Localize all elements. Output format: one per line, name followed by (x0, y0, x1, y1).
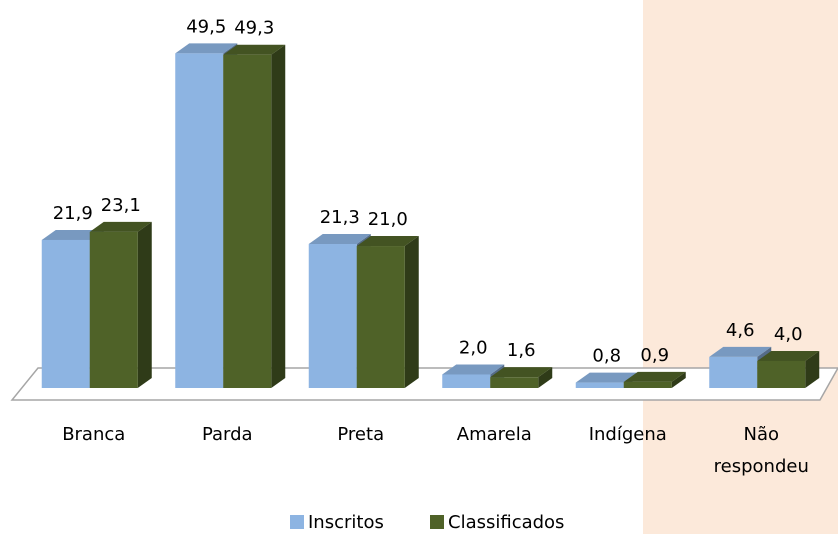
bar-front (709, 356, 758, 388)
x-tick-label: Indígena (589, 424, 667, 445)
data-label: 21,3 (320, 207, 360, 228)
bar (223, 44, 286, 389)
bar-top (709, 346, 772, 357)
data-label: 0,9 (640, 345, 669, 366)
x-tick-label: Amarela (457, 424, 532, 445)
bar-front (89, 231, 138, 388)
highlight-region (643, 0, 838, 534)
bar (356, 236, 419, 388)
bar-top (356, 236, 419, 247)
data-label: 1,6 (507, 340, 536, 361)
legend-label: Classificados (448, 512, 564, 533)
bar-top (575, 372, 638, 383)
data-label: 4,0 (774, 324, 803, 345)
bar-front (490, 377, 539, 388)
data-label: 49,3 (234, 18, 274, 39)
bar-front (175, 53, 224, 388)
bar (89, 221, 152, 388)
data-label: 4,6 (726, 320, 755, 341)
bar-top (223, 44, 286, 55)
bar (490, 367, 553, 388)
bar-top (89, 221, 152, 232)
bar-side (805, 350, 820, 388)
legend-label: Inscritos (308, 512, 384, 533)
x-tick-label: Preta (337, 424, 384, 445)
data-label: 0,8 (592, 346, 621, 367)
bar-side (271, 44, 286, 389)
bar-top (623, 371, 686, 382)
x-tick-label: Branca (62, 424, 125, 445)
bar-top (308, 234, 371, 245)
bar-front (757, 360, 806, 388)
bar (757, 350, 820, 388)
data-label: 23,1 (101, 195, 141, 216)
bar-front (356, 246, 405, 388)
data-label: 2,0 (459, 337, 488, 358)
legend-swatch (430, 515, 444, 529)
bar-front (41, 239, 90, 388)
x-tick-label: Parda (202, 424, 253, 445)
bar-top (490, 367, 553, 378)
data-label: 21,0 (368, 209, 408, 230)
bar-front (308, 244, 357, 388)
legend-swatch (290, 515, 304, 529)
data-label: 49,5 (186, 16, 226, 37)
bar-side (137, 221, 152, 388)
bar-side (538, 367, 553, 388)
x-tick-label: Não respondeu (714, 424, 809, 477)
bar-front (223, 54, 272, 389)
bar-front (442, 374, 491, 388)
bar-top (41, 229, 104, 240)
bar-front (623, 381, 672, 388)
data-label: 21,9 (53, 203, 93, 224)
bar-top (442, 364, 505, 375)
bar-top (175, 43, 238, 54)
bar-side (671, 371, 686, 388)
bar-top (757, 350, 820, 361)
bar-side (404, 236, 419, 388)
bar-front (575, 382, 624, 388)
bar (623, 371, 686, 388)
